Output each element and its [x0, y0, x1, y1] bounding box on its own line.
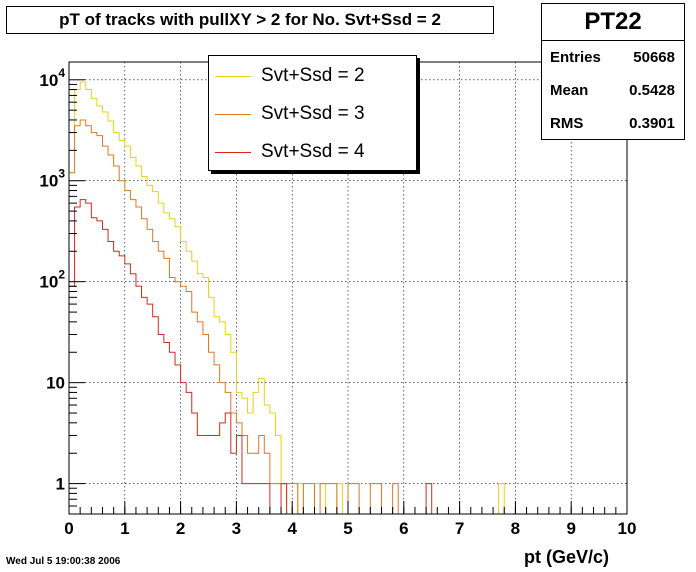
x-tick-label: 7: [455, 519, 464, 538]
legend-label: Svt+Ssd = 4: [261, 141, 365, 162]
x-axis-title: pt (GeV/c): [524, 547, 610, 567]
stats-label: Mean: [550, 82, 589, 99]
axis-tick-labels: 0 1 2 3 4 5 6 7 8 9 10 1 10 102 103 104: [39, 66, 636, 538]
histogram-line: [68, 119, 516, 515]
y-tick-label: 1: [56, 475, 65, 494]
stats-histogram-name: PT22: [542, 4, 684, 41]
y-tick-label: 104: [39, 66, 65, 90]
legend-swatch: [215, 75, 251, 77]
legend-item: Svt+Ssd = 4: [209, 134, 416, 170]
legend-item: Svt+Ssd = 2: [209, 58, 416, 94]
x-tick-label: 8: [511, 519, 520, 538]
legend-item: Svt+Ssd = 3: [209, 96, 416, 132]
stats-value: 50668: [633, 49, 675, 66]
x-tick-label: 1: [120, 519, 129, 538]
timestamp: Wed Jul 5 19:00:38 2006: [6, 556, 121, 567]
stats-label: Entries: [550, 49, 601, 66]
stats-box: PT22 Entries 50668 Mean 0.5428 RMS 0.390…: [541, 3, 685, 140]
x-tick-label: 2: [176, 519, 185, 538]
x-tick-label: 5: [343, 519, 352, 538]
stats-row-rms: RMS 0.3901: [542, 107, 684, 140]
y-tick-label: 102: [39, 268, 65, 292]
stats-row-mean: Mean 0.5428: [542, 74, 684, 107]
x-tick-label: 6: [399, 519, 408, 538]
stats-value: 0.3901: [629, 115, 675, 132]
x-tick-label: 10: [618, 519, 637, 538]
legend-label: Svt+Ssd = 2: [261, 65, 365, 86]
x-tick-label: 3: [232, 519, 241, 538]
stats-label: RMS: [550, 115, 584, 132]
y-tick-label: 10: [46, 374, 65, 393]
stats-row-entries: Entries 50668: [542, 41, 684, 74]
y-tick-label: 103: [39, 167, 65, 191]
legend: Svt+Ssd = 2 Svt+Ssd = 3 Svt+Ssd = 4: [208, 55, 417, 171]
legend-swatch: [215, 151, 251, 153]
axis-ticks: [68, 79, 628, 515]
x-tick-label: 0: [64, 519, 73, 538]
chart-title: pT of tracks with pullXY > 2 for No. Svt…: [6, 6, 494, 34]
x-tick-label: 9: [566, 519, 575, 538]
stats-value: 0.5428: [629, 82, 675, 99]
legend-swatch: [215, 113, 251, 115]
legend-label: Svt+Ssd = 3: [261, 103, 365, 124]
x-tick-label: 4: [287, 519, 297, 538]
